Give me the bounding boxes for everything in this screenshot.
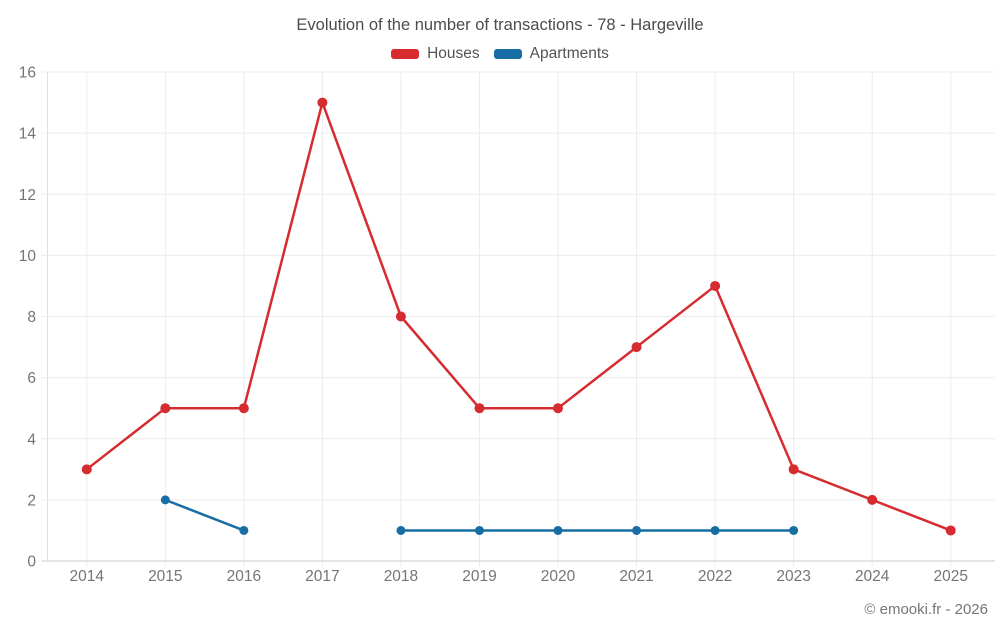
data-point[interactable]	[632, 525, 642, 535]
series-apartments	[160, 495, 799, 535]
x-tick-label: 2025	[933, 568, 967, 585]
x-tick-label: 2017	[305, 568, 339, 585]
y-tick-label: 12	[19, 187, 36, 204]
x-tick-label: 2018	[384, 568, 418, 585]
data-point[interactable]	[867, 494, 878, 505]
y-tick-label: 8	[27, 309, 36, 326]
y-tick-label: 14	[19, 126, 37, 143]
x-tick-label: 2021	[619, 568, 653, 585]
data-point[interactable]	[553, 525, 563, 535]
data-point[interactable]	[710, 525, 720, 535]
data-point[interactable]	[945, 525, 956, 536]
y-tick-label: 0	[27, 554, 36, 571]
chart-title: Evolution of the number of transactions …	[296, 16, 704, 34]
data-point[interactable]	[789, 525, 799, 535]
y-tick-label: 10	[19, 248, 37, 265]
data-point[interactable]	[553, 403, 564, 414]
legend-item-apartments[interactable]: Apartments	[493, 45, 609, 63]
x-tick-label: 2022	[698, 568, 732, 585]
series-houses	[81, 97, 956, 536]
data-point[interactable]	[396, 525, 406, 535]
x-tick-label: 2024	[855, 568, 890, 585]
data-point[interactable]	[317, 97, 328, 108]
data-point[interactable]	[81, 464, 92, 475]
data-point[interactable]	[631, 342, 642, 353]
apartments-legend-swatch-icon	[493, 49, 522, 59]
legend: Houses Apartments	[0, 45, 1000, 63]
x-tick-label: 2014	[70, 568, 105, 585]
data-point[interactable]	[474, 525, 484, 535]
y-tick-label: 6	[27, 370, 36, 387]
data-point[interactable]	[788, 464, 799, 475]
legend-item-houses[interactable]: Houses	[391, 45, 480, 63]
data-point[interactable]	[395, 311, 406, 322]
data-point[interactable]	[710, 280, 721, 291]
legend-label-houses: Houses	[427, 45, 480, 62]
x-tick-label: 2019	[462, 568, 496, 585]
copyright: © emooki.fr - 2026	[864, 601, 988, 618]
y-tick-label: 16	[19, 65, 36, 82]
houses-legend-swatch-icon	[391, 49, 420, 59]
data-point[interactable]	[238, 403, 249, 414]
x-tick-label: 2015	[148, 568, 182, 585]
x-tick-label: 2020	[541, 568, 576, 585]
data-point[interactable]	[160, 403, 171, 414]
data-point[interactable]	[160, 495, 170, 505]
series-line	[164, 498, 246, 532]
series-line	[85, 101, 952, 532]
x-tick-label: 2016	[227, 568, 261, 585]
y-tick-label: 4	[27, 431, 36, 448]
legend-label-apartments: Apartments	[529, 45, 609, 62]
x-tick-label: 2023	[776, 568, 810, 585]
data-point[interactable]	[474, 403, 485, 414]
y-tick-label: 2	[27, 492, 36, 509]
data-point[interactable]	[239, 525, 249, 535]
